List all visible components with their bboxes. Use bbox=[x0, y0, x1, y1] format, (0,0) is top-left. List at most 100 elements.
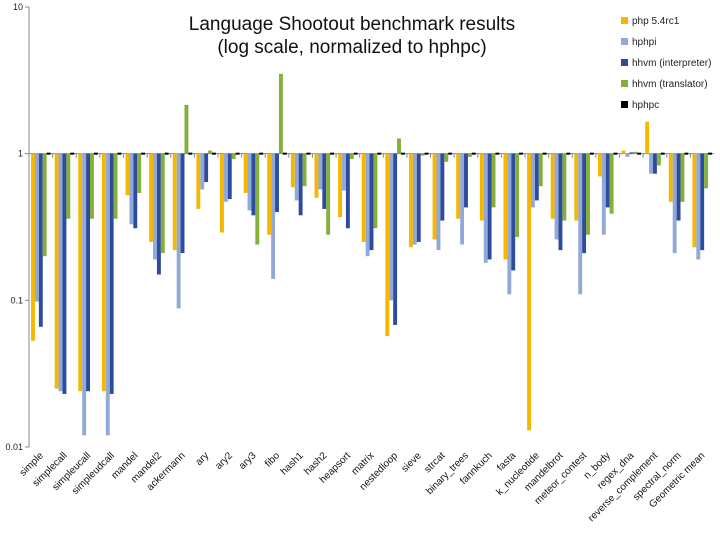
bar-hhvm-interpreter- bbox=[582, 153, 587, 254]
bar-hphpc bbox=[708, 152, 712, 155]
bar-hphpc bbox=[613, 152, 618, 155]
bar-php-5-4rc1 bbox=[196, 153, 201, 209]
bar-hphpi bbox=[82, 153, 87, 436]
bar-php-5-4rc1 bbox=[385, 153, 390, 337]
bar-hphpc bbox=[471, 152, 476, 155]
bar-hphpc bbox=[566, 152, 571, 155]
bar-php-5-4rc1 bbox=[243, 153, 248, 193]
bar-hhvm-interpreter- bbox=[133, 153, 138, 229]
bar-hphpc bbox=[637, 152, 642, 155]
bar-hhvm-interpreter- bbox=[511, 153, 516, 271]
bar-hphpi bbox=[318, 153, 323, 190]
bar-hhvm-interpreter- bbox=[369, 153, 374, 251]
bar-hhvm-interpreter- bbox=[227, 153, 232, 200]
bar-php-5-4rc1 bbox=[78, 153, 83, 392]
bar-hphpi bbox=[153, 153, 157, 260]
bar-php-5-4rc1 bbox=[456, 153, 461, 219]
bar-hhvm-interpreter- bbox=[275, 153, 279, 213]
bar-hphpi bbox=[672, 153, 677, 254]
bar-hphpi bbox=[105, 153, 110, 436]
bar-hhvm-interpreter- bbox=[629, 152, 634, 154]
bar-hhvm-interpreter- bbox=[558, 153, 563, 251]
bar-php-5-4rc1 bbox=[314, 153, 319, 198]
legend-label: hhvm (translator) bbox=[632, 79, 708, 90]
bar-hphpi bbox=[554, 153, 559, 240]
bar-hphpi bbox=[389, 153, 394, 301]
bar-hphpi bbox=[176, 153, 181, 309]
bar-hphpc bbox=[353, 152, 358, 155]
bar-hhvm-interpreter- bbox=[109, 153, 114, 394]
bar-hhvm-interpreter- bbox=[700, 153, 705, 251]
bars-layer bbox=[31, 73, 712, 436]
bar-php-5-4rc1 bbox=[361, 153, 366, 242]
bar-php-5-4rc1 bbox=[527, 153, 531, 431]
bar-hhvm-interpreter- bbox=[204, 153, 209, 183]
bar-php-5-4rc1 bbox=[101, 153, 106, 392]
bar-hhvm-interpreter- bbox=[605, 153, 610, 208]
chart-subtitle: (log scale, normalized to hphpc) bbox=[217, 37, 486, 58]
bar-hphpc bbox=[46, 152, 51, 155]
bar-hphpi bbox=[530, 153, 535, 208]
bar-hphpi bbox=[483, 153, 488, 263]
bar-hhvm-translator- bbox=[633, 151, 638, 154]
bar-hphpi bbox=[649, 153, 653, 174]
bar-hphpc bbox=[282, 152, 287, 155]
bar-php-5-4rc1 bbox=[338, 153, 343, 217]
bar-hhvm-translator- bbox=[491, 153, 496, 208]
bar-hphpi bbox=[696, 153, 701, 260]
legend: php 5.4rc1 hphpi hhvm (interpreter) hhvm (t… bbox=[621, 16, 711, 111]
bar-hhvm-translator- bbox=[373, 153, 378, 229]
bar-hhvm-translator- bbox=[420, 153, 425, 156]
bar-hhvm-interpreter- bbox=[38, 153, 43, 327]
legend-label: hhvm (interpreter) bbox=[632, 58, 711, 69]
bar-php-5-4rc1 bbox=[172, 153, 177, 251]
legend-swatch bbox=[621, 80, 628, 87]
bar-php-5-4rc1 bbox=[220, 153, 224, 233]
bar-php-5-4rc1 bbox=[668, 153, 673, 202]
bar-hhvm-translator- bbox=[515, 153, 520, 238]
bar-hphpc bbox=[424, 152, 429, 155]
bar-hhvm-interpreter- bbox=[440, 153, 445, 221]
bar-hhvm-translator- bbox=[137, 153, 142, 193]
bar-hhvm-translator- bbox=[609, 153, 614, 214]
bar-hphpc bbox=[330, 152, 335, 155]
legend-swatch bbox=[621, 101, 628, 108]
bar-hhvm-interpreter- bbox=[676, 153, 681, 221]
bar-php-5-4rc1 bbox=[408, 153, 413, 248]
bar-hhvm-interpreter- bbox=[464, 153, 468, 208]
bar-hhvm-translator- bbox=[90, 153, 94, 219]
bar-hphpi bbox=[271, 153, 276, 279]
bar-hhvm-translator- bbox=[208, 150, 213, 154]
bar-hphpi bbox=[412, 153, 417, 245]
bar-hhvm-interpreter- bbox=[322, 153, 327, 209]
bar-php-5-4rc1 bbox=[432, 153, 437, 240]
bar-hphpi bbox=[365, 153, 370, 257]
bar-hphpi bbox=[294, 153, 299, 201]
bar-hhvm-translator- bbox=[586, 153, 590, 235]
bar-hphpi bbox=[342, 153, 346, 191]
bar-hphpi bbox=[200, 153, 205, 190]
bar-php-5-4rc1 bbox=[503, 153, 508, 260]
bar-php-5-4rc1 bbox=[692, 153, 697, 248]
bar-hphpc bbox=[589, 152, 594, 155]
bar-hhvm-translator- bbox=[656, 153, 661, 166]
bar-hphpi bbox=[460, 153, 465, 245]
bar-hphpc bbox=[660, 152, 665, 155]
legend-label: hphpc bbox=[632, 100, 659, 111]
bar-php-5-4rc1 bbox=[149, 153, 154, 242]
bar-hhvm-translator- bbox=[184, 104, 189, 154]
bar-php-5-4rc1 bbox=[597, 153, 602, 177]
bar-hhvm-interpreter- bbox=[62, 153, 67, 394]
bar-php-5-4rc1 bbox=[290, 153, 295, 188]
bar-hhvm-translator- bbox=[231, 153, 236, 159]
legend-label: php 5.4rc1 bbox=[632, 16, 680, 27]
legend-swatch bbox=[621, 59, 628, 66]
bar-hhvm-interpreter- bbox=[156, 153, 161, 275]
bar-php-5-4rc1 bbox=[31, 153, 35, 341]
bar-hhvm-translator- bbox=[680, 153, 685, 202]
bar-hhvm-interpreter- bbox=[298, 153, 303, 216]
bar-hphpc bbox=[495, 152, 500, 155]
bar-hhvm-translator- bbox=[562, 153, 567, 221]
